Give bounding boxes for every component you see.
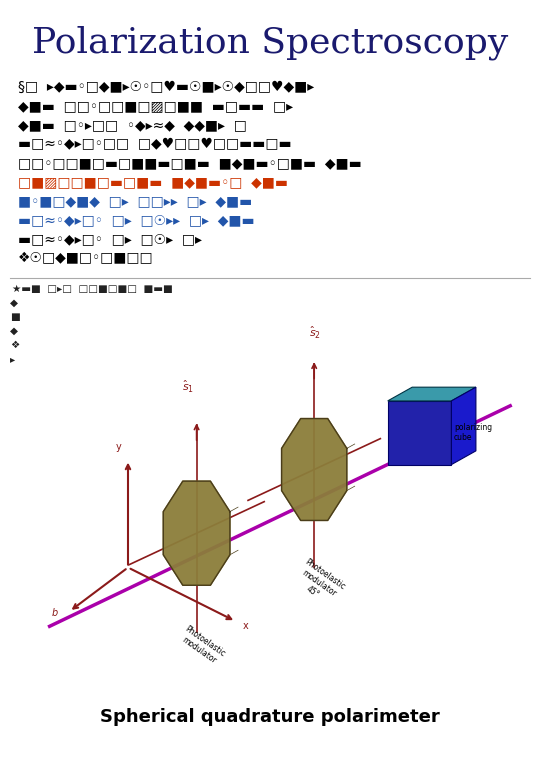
- Text: ▬□≈◦◆▸□◦  □▸  □☉▸  □▸: ▬□≈◦◆▸□◦ □▸ □☉▸ □▸: [18, 232, 202, 246]
- Text: §□  ▸◆▬◦□◆■▸☉◦□♥▬☉■▸☉◆□□♥◆■▸: §□ ▸◆▬◦□◆■▸☉◦□♥▬☉■▸☉◆□□♥◆■▸: [18, 80, 314, 94]
- Text: ◆■▬  □□◦□□■□▨□■■  ▬□▬▬  □▸: ◆■▬ □□◦□□■□▨□■■ ▬□▬▬ □▸: [18, 99, 293, 113]
- Text: ■◦■□◆■◆  □▸  □□▸▸  □▸  ◆■▬: ■◦■□◆■◆ □▸ □□▸▸ □▸ ◆■▬: [18, 194, 252, 208]
- Polygon shape: [388, 387, 476, 401]
- Text: ★▬■  □▸□  □□■□■□  ■▬■: ★▬■ □▸□ □□■□■□ ■▬■: [12, 284, 173, 294]
- Text: b: b: [52, 608, 58, 619]
- Text: ◆: ◆: [10, 326, 18, 336]
- Text: Polarization Spectroscopy: Polarization Spectroscopy: [32, 25, 508, 59]
- Text: $\hat{s}_2$: $\hat{s}_2$: [309, 324, 321, 341]
- Polygon shape: [451, 387, 476, 465]
- Text: Photoelastic
modulator: Photoelastic modulator: [177, 625, 226, 668]
- Text: y: y: [116, 442, 122, 452]
- Text: Photoelastic
modulator
45°: Photoelastic modulator 45°: [291, 558, 347, 608]
- Text: ❖: ❖: [10, 340, 19, 350]
- Text: ◆: ◆: [10, 298, 18, 308]
- Text: ▸: ▸: [10, 354, 15, 364]
- Text: polarizing
cube: polarizing cube: [454, 423, 492, 442]
- Text: □□◦□□■□▬□■■▬□■▬  ■◆■▬◦□■▬  ◆■▬: □□◦□□■□▬□■■▬□■▬ ■◆■▬◦□■▬ ◆■▬: [18, 156, 362, 170]
- Text: x: x: [243, 621, 249, 631]
- Text: ■: ■: [10, 312, 20, 322]
- Polygon shape: [388, 401, 451, 465]
- Text: ▬□≈◦◆▸□◦□□  □◆♥□□♥□□▬▬□▬: ▬□≈◦◆▸□◦□□ □◆♥□□♥□□▬▬□▬: [18, 137, 292, 151]
- Text: ◆■▬  □◦▸□□  ◦◆▸≈◆  ◆◆■▸  □: ◆■▬ □◦▸□□ ◦◆▸≈◆ ◆◆■▸ □: [18, 118, 247, 132]
- Text: ❖☉□◆■□◦□■□□: ❖☉□◆■□◦□■□□: [18, 251, 153, 265]
- Text: □■▨□□■□▬□■▬  ■◆■▬◦□  ◆■▬: □■▨□□■□▬□■▬ ■◆■▬◦□ ◆■▬: [18, 175, 288, 189]
- Text: Spherical quadrature polarimeter: Spherical quadrature polarimeter: [100, 708, 440, 726]
- Text: $\hat{s}_1$: $\hat{s}_1$: [182, 379, 194, 395]
- Text: ▬□≈◦◆▸□◦  □▸  □☉▸▸  □▸  ◆■▬: ▬□≈◦◆▸□◦ □▸ □☉▸▸ □▸ ◆■▬: [18, 213, 255, 227]
- Polygon shape: [281, 419, 347, 520]
- Polygon shape: [163, 481, 230, 585]
